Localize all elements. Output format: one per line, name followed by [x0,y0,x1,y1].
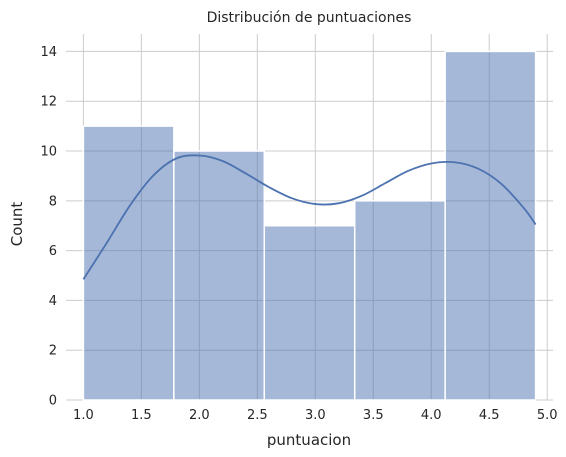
y-tick-label: 14 [40,45,57,60]
y-tick-label: 4 [49,294,57,309]
y-tick-label: 6 [49,244,57,259]
x-tick-label: 1.5 [131,408,152,423]
x-axis-label: puntuacion [267,431,351,449]
histogram-bar [353,200,446,401]
y-axis-label: Count [8,202,26,247]
y-tick-label: 12 [40,95,57,110]
histogram-bar [173,150,266,401]
bars [82,50,537,401]
y-tick-label: 8 [49,194,57,209]
x-tick-label: 4.5 [479,408,500,423]
x-tick-label: 2.0 [189,408,210,423]
y-tick-label: 2 [49,344,57,359]
y-tick-label: 10 [40,145,57,160]
x-tick-label: 2.5 [247,408,268,423]
histogram-bar [263,224,356,401]
x-tick-label: 3.0 [305,408,326,423]
x-tick-label: 1.0 [73,408,94,423]
x-tick-label: 3.5 [363,408,384,423]
x-tick-label: 5.0 [537,408,558,423]
chart-title: Distribución de puntuaciones [207,10,412,26]
kde-line [82,154,537,280]
x-tick-label: 4.0 [421,408,442,423]
kde-layer [82,154,537,280]
histogram-bar [82,125,175,401]
y-tick-label: 0 [49,394,57,409]
tick-labels: 1.0 1.5 2.0 2.5 3.0 3.5 4.0 4.5 5.0 0 2 4 6 8 10 12 14 [40,45,557,423]
histogram-bar [444,50,537,401]
